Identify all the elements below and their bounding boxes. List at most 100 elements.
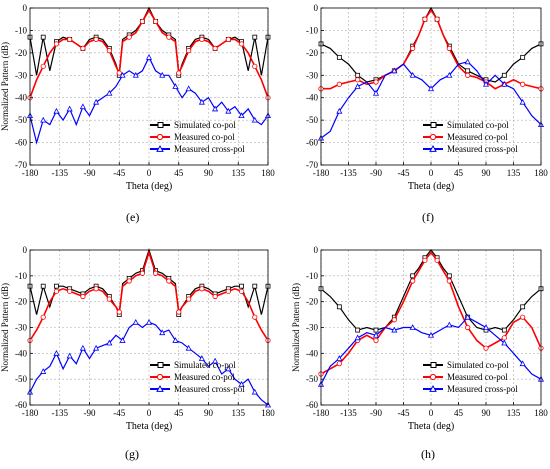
- legend-label: Measured co-pol: [174, 372, 235, 382]
- y-tick-label: -50: [15, 374, 27, 384]
- series-line: [29, 8, 269, 98]
- y-tick-label: -30: [15, 323, 27, 333]
- data-point: [225, 365, 232, 372]
- y-tick-label: -60: [306, 400, 318, 410]
- x-tick-label: -45: [398, 408, 410, 418]
- x-tick-label: -180: [22, 408, 39, 418]
- x-tick-label: 0: [147, 408, 152, 418]
- y-tick-label: -50: [306, 115, 318, 125]
- data-point: [199, 286, 205, 292]
- data-point: [176, 309, 182, 315]
- data-point: [520, 54, 526, 60]
- data-point: [79, 103, 86, 110]
- data-point: [251, 388, 258, 395]
- data-point: [355, 72, 361, 78]
- data-point: [153, 18, 159, 25]
- data-point: [465, 324, 471, 331]
- data-point: [40, 63, 46, 69]
- legend-label: Measured cross-pol: [174, 384, 245, 394]
- legend-label: Measured co-pol: [447, 132, 508, 142]
- y-tick-label: -30: [15, 70, 27, 80]
- data-point: [336, 304, 342, 310]
- x-axis-label: Theta (deg): [408, 421, 454, 432]
- x-tick-label: 180: [261, 408, 275, 418]
- data-point: [501, 335, 507, 341]
- data-point: [40, 283, 46, 289]
- legend-marker: [430, 362, 437, 368]
- y-tick-label: 0: [23, 245, 28, 255]
- x-tick-label: 45: [454, 408, 464, 418]
- data-point: [212, 45, 218, 51]
- legend-marker: [429, 144, 437, 152]
- y-tick-label: -60: [15, 400, 27, 410]
- data-point: [446, 321, 453, 328]
- series-measured-co-pol: [318, 8, 544, 92]
- data-point: [80, 45, 86, 51]
- legend-marker: [429, 373, 437, 381]
- data-point: [410, 45, 416, 51]
- data-point: [391, 317, 397, 323]
- legend-marker: [157, 122, 164, 128]
- legend-label: Measured co-pol: [447, 372, 508, 382]
- data-point: [520, 81, 526, 87]
- y-axis-label: Normalized Pattern (dB): [0, 42, 10, 131]
- data-point: [198, 98, 205, 105]
- data-point: [434, 16, 440, 22]
- y-tick-label: -40: [306, 93, 318, 103]
- data-point: [252, 283, 258, 289]
- data-point: [355, 327, 361, 333]
- data-point: [373, 79, 379, 85]
- legend-marker: [429, 384, 437, 392]
- legend-label: Measured cross-pol: [174, 144, 245, 154]
- x-tick-label: -135: [340, 168, 357, 178]
- legend-label: Measured cross-pol: [447, 384, 518, 394]
- data-point: [116, 70, 122, 76]
- x-tick-label: 0: [429, 168, 434, 178]
- data-point: [482, 80, 490, 87]
- x-tick-label: 45: [174, 168, 184, 178]
- data-point: [66, 352, 73, 359]
- chart-panel-e: -180 -135 -90 -45 0 45 90 135 180 -70 -60 -50 -40 -30…: [0, 0, 275, 205]
- data-point: [132, 71, 139, 78]
- data-point: [391, 326, 398, 333]
- data-point: [464, 58, 471, 65]
- x-tick-label: 180: [534, 168, 548, 178]
- x-tick-label: -180: [22, 168, 39, 178]
- series-measured-cross-pol: [317, 58, 545, 141]
- data-point: [238, 41, 245, 47]
- x-tick-label: 90: [204, 408, 214, 418]
- data-point: [53, 349, 60, 356]
- series-measured-cross-pol: [26, 318, 272, 408]
- data-point: [93, 344, 100, 351]
- data-point: [79, 344, 86, 351]
- data-point: [252, 314, 258, 320]
- data-point: [410, 278, 416, 284]
- data-point: [238, 288, 245, 294]
- x-tick-label: -90: [370, 168, 382, 178]
- data-point: [166, 278, 172, 284]
- legend-marker: [156, 133, 164, 141]
- data-point: [139, 18, 145, 25]
- series-measured-co-pol: [27, 8, 271, 101]
- chart-panel-f: -180 -135 -90 -45 0 45 90 135 180 -70 -60 -50 -40 -30…: [275, 0, 550, 205]
- data-point: [40, 368, 47, 374]
- legend-marker: [157, 362, 164, 368]
- x-tick-label: 45: [174, 408, 184, 418]
- data-point: [212, 357, 219, 364]
- data-point: [519, 360, 526, 367]
- x-axis-label: Theta (deg): [408, 181, 454, 192]
- legend-marker: [156, 144, 164, 152]
- data-point: [212, 293, 218, 300]
- data-point: [336, 355, 343, 361]
- data-point: [520, 314, 526, 320]
- x-tick-label: 90: [482, 408, 492, 418]
- y-tick-label: 0: [314, 245, 319, 255]
- series-line: [320, 251, 542, 375]
- data-point: [185, 85, 192, 92]
- y-tick-label: -10: [15, 25, 27, 35]
- data-point: [67, 36, 73, 43]
- legend-marker: [156, 384, 164, 392]
- x-tick-label: -135: [340, 408, 357, 418]
- x-tick-label: 0: [147, 168, 152, 178]
- data-point: [132, 318, 139, 325]
